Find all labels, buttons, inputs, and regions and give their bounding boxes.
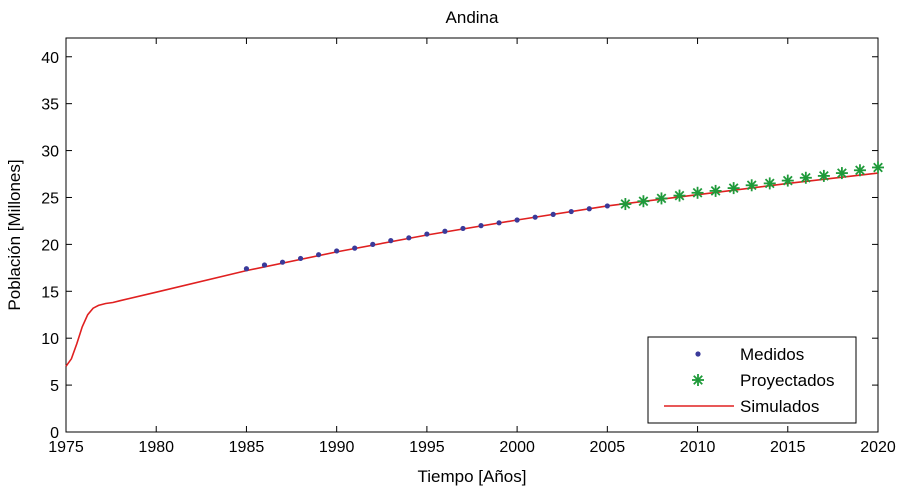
data-point-proyectados (655, 192, 667, 204)
y-axis-label: Población [Millones] (5, 159, 24, 310)
data-point-medidos (424, 231, 429, 236)
data-point-medidos (316, 252, 321, 257)
data-point-proyectados (619, 198, 631, 210)
y-tick-label: 15 (41, 284, 59, 301)
data-point-medidos (334, 248, 339, 253)
data-point-medidos (478, 223, 483, 228)
x-tick-label: 1980 (138, 439, 174, 456)
x-tick-label: 1995 (409, 439, 445, 456)
data-point-proyectados (728, 182, 740, 194)
y-tick-label: 20 (41, 237, 59, 254)
data-point-medidos (370, 242, 375, 247)
data-point-proyectados (836, 167, 848, 179)
data-point-medidos (280, 260, 285, 265)
y-tick-label: 10 (41, 331, 59, 348)
data-point-medidos (569, 209, 574, 214)
data-point-proyectados (782, 175, 794, 187)
data-point-proyectados (872, 161, 884, 173)
x-tick-label: 2010 (680, 439, 716, 456)
data-point-medidos (587, 206, 592, 211)
data-point-proyectados (746, 179, 758, 191)
x-tick-label: 2020 (860, 439, 896, 456)
data-point-proyectados (674, 190, 686, 202)
data-point-proyectados (637, 195, 649, 207)
legend: Medidos Proyectados Simulados (648, 337, 856, 423)
data-point-medidos (460, 226, 465, 231)
data-point-proyectados (854, 164, 866, 176)
data-point-medidos (496, 220, 501, 225)
y-tick-label: 25 (41, 190, 59, 207)
y-tick-label: 5 (50, 378, 59, 395)
data-point-proyectados (800, 172, 812, 184)
legend-label: Medidos (740, 345, 804, 364)
x-tick-label: 1990 (319, 439, 355, 456)
chart-title: Andina (446, 8, 499, 27)
x-tick-label: 2005 (590, 439, 626, 456)
legend-marker-proyectados (692, 374, 704, 386)
data-point-medidos (533, 215, 538, 220)
legend-marker-medidos (695, 351, 700, 356)
data-point-medidos (388, 238, 393, 243)
x-axis-label: Tiempo [Años] (418, 467, 527, 486)
data-point-proyectados (764, 177, 776, 189)
y-tick-label: 40 (41, 50, 59, 67)
data-point-medidos (442, 229, 447, 234)
x-tick-label: 2000 (499, 439, 535, 456)
data-point-medidos (551, 212, 556, 217)
data-point-medidos (605, 203, 610, 208)
y-tick-label: 30 (41, 144, 59, 161)
x-tick-label: 1985 (229, 439, 265, 456)
x-tick-label: 2015 (770, 439, 806, 456)
data-point-proyectados (710, 185, 722, 197)
data-point-medidos (406, 235, 411, 240)
data-point-medidos (298, 256, 303, 261)
y-tick-label: 0 (50, 425, 59, 442)
data-point-medidos (262, 262, 267, 267)
data-point-proyectados (818, 170, 830, 182)
legend-label: Simulados (740, 397, 819, 416)
data-point-proyectados (692, 187, 704, 199)
y-tick-label: 35 (41, 97, 59, 114)
legend-label: Proyectados (740, 371, 835, 390)
data-point-medidos (515, 217, 520, 222)
data-point-medidos (244, 266, 249, 271)
data-point-medidos (352, 246, 357, 251)
